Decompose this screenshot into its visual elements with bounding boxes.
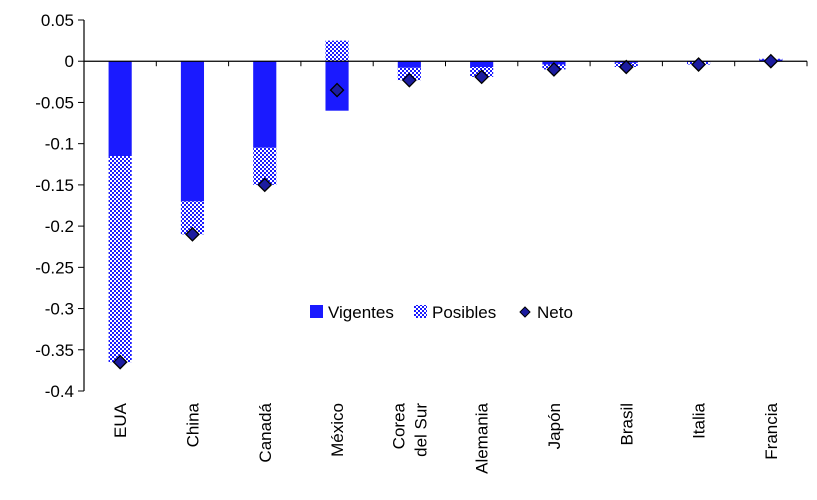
x-tick-label-1: China xyxy=(183,402,202,447)
neto-marker-8 xyxy=(691,57,706,72)
x-tick-label-line-8-0: Italia xyxy=(690,402,709,438)
neto-marker-2 xyxy=(257,177,273,193)
x-tick-label-7: Brasil xyxy=(617,403,636,446)
legend-swatch-neto xyxy=(519,306,531,318)
x-tick-label-6: Japón xyxy=(545,403,564,449)
y-tick-label-5: -0.2 xyxy=(45,217,74,236)
x-tick-label-3: México xyxy=(328,403,347,457)
legend: Vigentes Posibles Neto xyxy=(310,303,573,322)
legend-swatch-vigentes xyxy=(310,305,323,318)
bar-vigentes-0 xyxy=(108,61,132,157)
neto-marker-7 xyxy=(618,59,634,75)
legend-label-vigentes: Vigentes xyxy=(328,303,394,322)
axes-layer xyxy=(78,19,808,392)
x-tick-label-line-6-0: Japón xyxy=(545,403,564,449)
neto-marker-1 xyxy=(185,226,200,242)
bar-posibles-0 xyxy=(108,156,132,363)
bar-posibles-2 xyxy=(253,147,277,185)
x-tick-label-2: Canadá xyxy=(256,402,275,462)
x-tick-label-line-5-0: Alemania xyxy=(473,402,492,473)
x-tick-label-line-4-0: Corea xyxy=(389,402,408,449)
y-tick-label-9: -0.4 xyxy=(45,382,74,401)
neto-marker-3 xyxy=(329,82,345,98)
y-tick-label-2: -0.05 xyxy=(35,93,74,112)
neto-marker-9 xyxy=(763,53,779,69)
x-tick-label-5: Alemania xyxy=(473,402,492,473)
neto-marker-5 xyxy=(474,69,490,85)
legend-swatch-posibles xyxy=(414,305,427,318)
y-tick-label-6: -0.25 xyxy=(35,258,74,277)
y-tick-label-3: -0.1 xyxy=(45,135,74,154)
neto-marker-4 xyxy=(401,72,417,88)
x-tick-label-line-2-0: Canadá xyxy=(256,402,275,462)
bar-posibles-3 xyxy=(325,40,349,62)
x-tick-label-line-7-0: Brasil xyxy=(617,403,636,446)
x-tick-label-line-1-0: China xyxy=(183,402,202,447)
neto-marker-0 xyxy=(112,354,128,370)
bar-vigentes-2 xyxy=(253,61,277,148)
neto-marker-6 xyxy=(546,62,562,77)
y-tick-label-4: -0.15 xyxy=(35,176,74,195)
y-tick-label-1: 0 xyxy=(65,52,74,71)
y-tick-label-7: -0.3 xyxy=(45,300,74,319)
bar-vigentes-4 xyxy=(397,61,421,68)
y-tick-label-8: -0.35 xyxy=(35,341,74,360)
x-tick-label-line-0-0: EUA xyxy=(111,402,130,438)
x-tick-label-8: Italia xyxy=(690,402,709,438)
x-tick-label-9: Francia xyxy=(762,402,781,459)
x-tick-label-4: Corea del Sur xyxy=(389,402,430,456)
bar-vigentes-5 xyxy=(470,61,494,67)
x-tick-label-line-9-0: Francia xyxy=(762,402,781,459)
bar-vigentes-1 xyxy=(180,61,205,202)
legend-label-posibles: Posibles xyxy=(432,303,496,322)
x-tick-label-line-4-1: del Sur xyxy=(411,403,430,457)
labels-layer: 0.05 0 -0.05 -0.1 -0.15 -0.2 -0.25 -0.3 -0.35 -0.… xyxy=(35,11,781,474)
markers-layer xyxy=(112,53,779,370)
x-tick-label-0: EUA xyxy=(111,402,130,438)
y-tick-label-0: 0.05 xyxy=(41,11,74,30)
x-tick-label-line-3-0: México xyxy=(328,403,347,457)
bar-posibles-1 xyxy=(180,201,205,235)
legend-label-neto: Neto xyxy=(537,303,573,322)
